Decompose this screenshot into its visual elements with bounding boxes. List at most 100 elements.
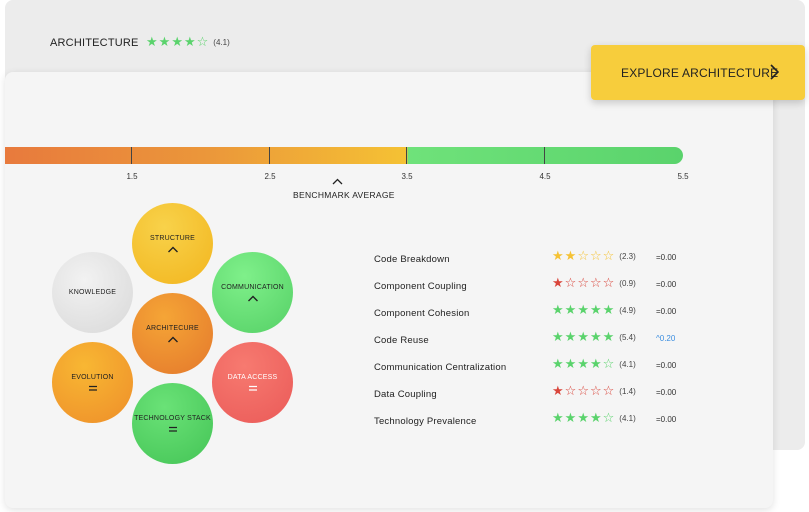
metric-delta: =0.00	[656, 280, 677, 289]
metric-delta: ^0.20	[656, 334, 676, 343]
metric-rating: ★ ★ ★ ★ ★ (4.9)	[552, 304, 636, 317]
bubble-label: COMMUNICATION	[221, 284, 284, 291]
metric-delta: =0.00	[656, 361, 677, 370]
star-icon: ☆	[564, 384, 577, 399]
star-icon: ★	[146, 35, 158, 50]
metric-name: Component Cohesion	[374, 308, 470, 319]
metric-row: Code Breakdown ★ ★ ☆ ☆ ☆ (2.3) =0.00	[374, 250, 694, 268]
bubble-data-access[interactable]: DATA ACCESS	[212, 342, 293, 423]
chevron-right-icon	[770, 64, 779, 80]
star-icon: ★	[577, 303, 589, 318]
star-icon: ★	[552, 384, 564, 399]
metric-name: Code Breakdown	[374, 254, 450, 265]
bubble-knowledge[interactable]: KNOWLEDGE	[52, 252, 133, 333]
star-icon: ★	[158, 35, 171, 50]
metric-name: Code Reuse	[374, 335, 429, 346]
star-icon: ☆	[577, 276, 589, 291]
metric-delta: =0.00	[656, 253, 677, 262]
equal-icon	[168, 426, 177, 432]
metric-score: (2.3)	[619, 252, 636, 261]
metric-score: (4.1)	[619, 360, 636, 369]
scale-tick-label: 4.5	[539, 172, 551, 181]
metric-row: Component Cohesion ★ ★ ★ ★ ★ (4.9) =0.00	[374, 304, 694, 322]
bubble-label: ARCHITECURE	[146, 325, 199, 332]
star-icon: ★	[564, 249, 577, 264]
star-icon: ★	[183, 35, 196, 50]
metric-delta: =0.00	[656, 307, 677, 316]
metric-score: (5.4)	[619, 333, 636, 342]
bubble-label: KNOWLEDGE	[68, 289, 117, 296]
star-icon: ☆	[602, 276, 615, 291]
scale-tick	[544, 147, 545, 164]
bubble-communication[interactable]: COMMUNICATION	[212, 252, 293, 333]
caret-up-icon	[247, 295, 258, 302]
metric-delta: =0.00	[656, 388, 677, 397]
bubble-structure[interactable]: STRUCTURE	[132, 203, 213, 284]
overall-rating: ★ ★ ★ ★ ☆ (4.1)	[146, 36, 230, 49]
metric-row: Technology Prevalence ★ ★ ★ ★ ☆ (4.1) =0.00	[374, 412, 694, 430]
star-icon: ★	[552, 249, 564, 264]
star-icon: ★	[589, 411, 602, 426]
scale-tick-label: 1.5	[126, 172, 138, 181]
metric-row: Component Coupling ★ ☆ ☆ ☆ ☆ (0.9) =0.00	[374, 277, 694, 295]
star-icon: ★	[577, 411, 589, 426]
star-icon: ☆	[577, 249, 589, 264]
metric-row: Code Reuse ★ ★ ★ ★ ★ (5.4) ^0.20	[374, 331, 694, 349]
star-icon: ★	[552, 357, 564, 372]
metric-name: Data Coupling	[374, 389, 437, 400]
bubble-evolution[interactable]: EVOLUTION	[52, 342, 133, 423]
star-icon: ☆	[196, 35, 209, 50]
bubble-technology-stack[interactable]: TECHNOLOGY STACK	[132, 383, 213, 464]
star-icon: ★	[564, 411, 577, 426]
star-icon: ★	[589, 357, 602, 372]
benchmark-average-label: BENCHMARK AVERAGE	[293, 190, 395, 200]
star-icon: ☆	[589, 384, 602, 399]
equal-icon	[88, 385, 97, 391]
bubble-architecture[interactable]: ARCHITECURE	[132, 293, 213, 374]
caret-up-icon	[167, 246, 178, 253]
star-icon: ☆	[564, 276, 577, 291]
metric-name: Component Coupling	[374, 281, 467, 292]
bubble-label: EVOLUTION	[71, 374, 114, 381]
metric-rating: ★ ☆ ☆ ☆ ☆ (0.9)	[552, 277, 636, 290]
star-icon: ☆	[602, 411, 615, 426]
metric-delta: =0.00	[656, 415, 677, 424]
star-icon: ☆	[602, 249, 615, 264]
explore-architecture-button[interactable]: EXPLORE ARCHITECTURE	[591, 45, 805, 100]
bubble-label: DATA ACCESS	[227, 374, 278, 381]
star-icon: ★	[564, 330, 577, 345]
bubble-label: STRUCTURE	[150, 235, 195, 242]
explore-button-label: EXPLORE ARCHITECTURE	[621, 65, 779, 80]
scale-tick	[269, 147, 270, 164]
star-icon: ★	[577, 330, 589, 345]
metric-rating: ★ ★ ★ ★ ★ (5.4)	[552, 331, 636, 344]
star-icon: ☆	[589, 276, 602, 291]
star-icon: ★	[552, 411, 564, 426]
metric-score: (1.4)	[619, 387, 636, 396]
star-icon: ★	[552, 303, 564, 318]
metric-rating: ★ ★ ★ ★ ☆ (4.1)	[552, 412, 636, 425]
equal-icon	[248, 385, 257, 391]
scale-tick	[406, 147, 407, 164]
metric-rating: ★ ★ ☆ ☆ ☆ (2.3)	[552, 250, 636, 263]
metric-score: (4.1)	[619, 414, 636, 423]
metric-row: Data Coupling ★ ☆ ☆ ☆ ☆ (1.4) =0.00	[374, 385, 694, 403]
star-icon: ☆	[602, 357, 615, 372]
metric-score: (4.9)	[619, 306, 636, 315]
star-icon: ★	[577, 357, 589, 372]
bubble-label: TECHNOLOGY STACK	[134, 415, 211, 422]
star-icon: ★	[602, 303, 615, 318]
star-icon: ☆	[589, 249, 602, 264]
overall-rating-score: (4.1)	[213, 38, 230, 47]
metric-score: (0.9)	[619, 279, 636, 288]
scale-tick	[131, 147, 132, 164]
star-icon: ★	[564, 357, 577, 372]
star-icon: ★	[602, 330, 615, 345]
score-scale-bar	[5, 147, 683, 164]
star-icon: ☆	[602, 384, 615, 399]
benchmark-caret-icon	[332, 178, 343, 185]
star-icon: ★	[552, 276, 564, 291]
star-icon: ★	[589, 303, 602, 318]
star-icon: ★	[589, 330, 602, 345]
star-icon: ★	[552, 330, 564, 345]
